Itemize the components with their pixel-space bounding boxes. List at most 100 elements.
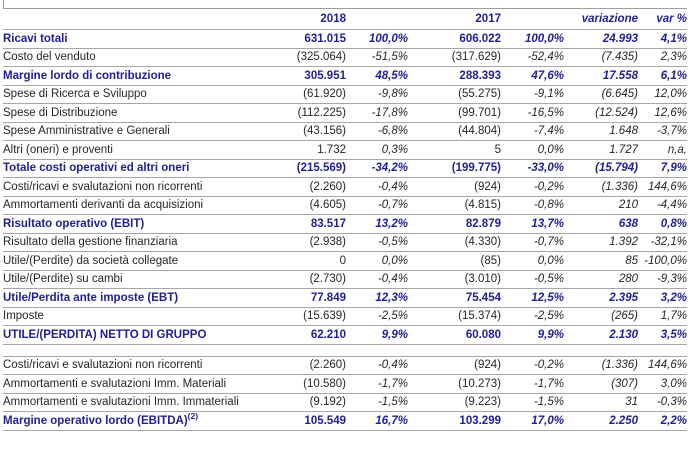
row-label-cell: Imposte (3, 307, 280, 326)
page-frame-tick (3, 0, 4, 8)
pct-of-revenue-2017: -33,0% (501, 159, 564, 178)
row-label-cell: Ammortamenti e svalutazioni Imm. Immater… (3, 393, 280, 412)
header-year-2017: 2017 (408, 8, 501, 30)
pct-of-revenue-2017: 17,0% (501, 411, 564, 431)
row-label: Ammortamenti e svalutazioni Imm. Materia… (3, 377, 227, 390)
pct-of-revenue-2017: -0,5% (501, 270, 564, 289)
table-header: 2018 2017 variazione var % (3, 8, 687, 30)
variation-value: 280 (564, 270, 638, 289)
row-label-cell: Risultato della gestione finanziaria (3, 233, 280, 252)
variation-value: (6.645) (564, 85, 638, 104)
row-label-cell: Spese di Ricerca e Sviluppo (3, 85, 280, 104)
value-2018: 77.849 (280, 288, 346, 308)
row-label-cell: Ricavi totali (3, 29, 280, 49)
row-label: Costo del venduto (3, 51, 96, 64)
table-row: Utile/(Perdite) su cambi (2.730) -0,4% (… (3, 270, 687, 289)
variation-pct: n,a, (638, 140, 687, 160)
pct-of-revenue-2018: 13,2% (346, 214, 408, 234)
pct-of-revenue-2018: 100,0% (346, 29, 408, 49)
row-label-cell: Risultato operativo (EBIT) (3, 214, 280, 234)
header-variation-pct: var % (638, 8, 687, 30)
variation-value: (12.524) (564, 103, 638, 123)
variation-pct: 3,5% (638, 325, 687, 345)
table-row: Risultato operativo (EBIT) 83.517 13,2% … (3, 214, 687, 234)
pct-of-revenue-2017: -0,2% (501, 356, 564, 375)
table-row: Risultato della gestione finanziaria (2.… (3, 233, 687, 252)
row-label-cell: Spese Amministrative e Generali (3, 122, 280, 141)
table-row: Margine lordo di contribuzione 305.951 4… (3, 66, 687, 86)
variation-pct: -3,7% (638, 122, 687, 141)
table-row: Ammortamenti e svalutazioni Imm. Immater… (3, 393, 687, 412)
table-row: Spese di Ricerca e Sviluppo (61.920) -9,… (3, 85, 687, 104)
variation-value: 2.130 (564, 325, 638, 345)
variation-value: 85 (564, 251, 638, 271)
variation-value: 24.993 (564, 29, 638, 49)
value-2017: 75.454 (408, 288, 501, 308)
row-label-cell: Costi/ricavi e svalutazioni non ricorren… (3, 177, 280, 197)
row-label-cell: Altri (oneri) e proventi (3, 140, 280, 160)
table-row: Altri (oneri) e proventi 1.732 0,3% 5 0,… (3, 140, 687, 160)
row-label: Risultato della gestione finanziaria (3, 236, 178, 249)
value-2017: (924) (408, 177, 501, 197)
footnote-ref: (2) (187, 411, 199, 421)
pct-of-revenue-2017: -2,5% (501, 307, 564, 326)
row-label: Ricavi totali (3, 32, 68, 45)
variation-value: (7.435) (564, 48, 638, 67)
value-2017: 5 (408, 140, 501, 160)
variation-pct: 2,2% (638, 411, 687, 431)
value-2018: (9.192) (280, 393, 346, 412)
value-2018: 105.549 (280, 411, 346, 431)
row-label: Utile/Perdita ante imposte (EBT) (3, 291, 179, 304)
pct-of-revenue-2018: 48,5% (346, 66, 408, 86)
variation-pct: 144,6% (638, 177, 687, 197)
pct-of-revenue-2017: -7,4% (501, 122, 564, 141)
pct-of-revenue-2017: -0,2% (501, 177, 564, 197)
variation-pct: 2,3% (638, 48, 687, 67)
value-2018: (325.064) (280, 48, 346, 67)
variation-value: 31 (564, 393, 638, 412)
table-row: Imposte (15.639) -2,5% (15.374) -2,5% (2… (3, 307, 687, 326)
variation-value: 638 (564, 214, 638, 234)
pct-of-revenue-2017: -0,7% (501, 233, 564, 252)
table-row: Costo del venduto (325.064) -51,5% (317.… (3, 48, 687, 67)
pct-of-revenue-2017: -0,8% (501, 196, 564, 215)
table-row: Totale costi operativi ed altri oneri (2… (3, 159, 687, 178)
variation-pct: -0,3% (638, 393, 687, 412)
value-2017: (55.275) (408, 85, 501, 104)
row-label-cell: UTILE/(PERDITA) NETTO DI GRUPPO (3, 325, 280, 345)
row-label: Altri (oneri) e proventi (3, 143, 113, 156)
pct-of-revenue-2018: 0,0% (346, 251, 408, 271)
pct-of-revenue-2017: 9,9% (501, 325, 564, 345)
variation-pct: -4,4% (638, 196, 687, 215)
variation-pct: -32,1% (638, 233, 687, 252)
variation-pct: -9,3% (638, 270, 687, 289)
variation-pct: 1,7% (638, 307, 687, 326)
row-label: UTILE/(PERDITA) NETTO DI GRUPPO (3, 328, 207, 341)
pct-of-revenue-2017: -1,7% (501, 374, 564, 394)
row-label-cell: Ammortamenti e svalutazioni Imm. Materia… (3, 374, 280, 394)
pct-of-revenue-2018: -9,8% (346, 85, 408, 104)
value-2017: (924) (408, 356, 501, 375)
variation-pct: 12,0% (638, 85, 687, 104)
pct-of-revenue-2018: -2,5% (346, 307, 408, 326)
row-label: Imposte (3, 310, 44, 323)
value-2018: (2.730) (280, 270, 346, 289)
row-label-cell: Costi/ricavi e svalutazioni non ricorren… (3, 356, 280, 375)
section-gap-cell (3, 344, 687, 357)
pct-of-revenue-2018: -1,5% (346, 393, 408, 412)
value-2017: (317.629) (408, 48, 501, 67)
value-2017: 82.879 (408, 214, 501, 234)
row-label: Ammortamenti derivanti da acquisizioni (3, 199, 204, 212)
header-variation: variazione (564, 8, 638, 30)
row-label-cell: Utile/Perdita ante imposte (EBT) (3, 288, 280, 308)
header-row: 2018 2017 variazione var % (3, 8, 687, 30)
header-year-2018: 2018 (280, 8, 346, 30)
value-2018: (2.260) (280, 356, 346, 375)
row-label-cell: Margine lordo di contribuzione (3, 66, 280, 86)
header-label-spacer (3, 8, 280, 30)
variation-value: 210 (564, 196, 638, 215)
table-row: Costi/ricavi e svalutazioni non ricorren… (3, 356, 687, 375)
variation-pct: 6,1% (638, 66, 687, 86)
variation-value: 17.558 (564, 66, 638, 86)
